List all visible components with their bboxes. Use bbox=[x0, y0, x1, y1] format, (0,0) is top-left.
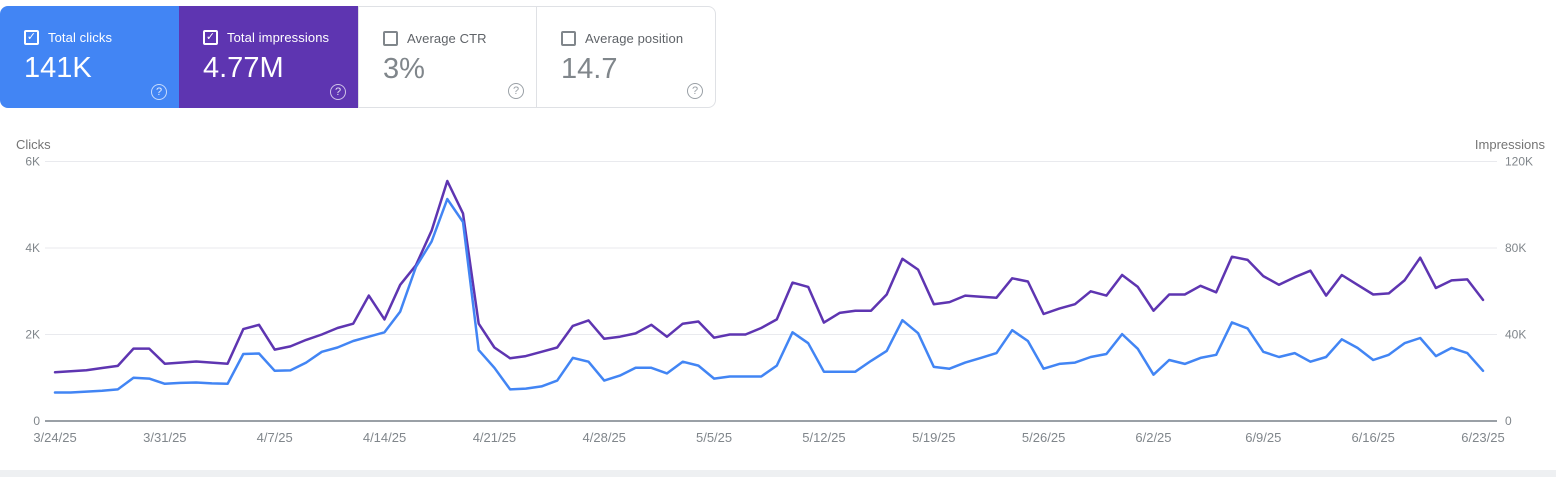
right-axis-tick: 120K bbox=[1505, 155, 1533, 169]
metric-card-total-impressions[interactable]: ✓ Total impressions 4.77M ? bbox=[179, 6, 358, 108]
bottom-divider bbox=[0, 470, 1556, 477]
metric-card-value: 14.7 bbox=[561, 53, 618, 85]
right-axis-tick: 40K bbox=[1505, 328, 1526, 342]
x-axis-label: 5/26/25 bbox=[1022, 430, 1065, 445]
x-axis-label: 3/31/25 bbox=[143, 430, 186, 445]
x-axis-label: 5/5/25 bbox=[696, 430, 732, 445]
x-axis-label: 5/12/25 bbox=[802, 430, 845, 445]
metric-card-header: Average CTR bbox=[383, 31, 536, 46]
checkmark-icon: ✓ bbox=[26, 31, 37, 43]
metric-card-label: Total impressions bbox=[227, 30, 330, 45]
x-axis-label: 6/9/25 bbox=[1245, 430, 1281, 445]
x-axis-label: 4/21/25 bbox=[473, 430, 516, 445]
help-icon[interactable]: ? bbox=[508, 83, 524, 99]
metric-card-average-ctr[interactable]: Average CTR 3% ? bbox=[358, 6, 537, 108]
metric-card-label: Average position bbox=[585, 31, 684, 46]
checkbox-total-impressions[interactable]: ✓ bbox=[203, 30, 218, 45]
x-axis-label: 5/19/25 bbox=[912, 430, 955, 445]
right-axis-title: Impressions bbox=[1474, 137, 1545, 152]
checkbox-total-clicks[interactable]: ✓ bbox=[24, 30, 39, 45]
performance-chart-canvas[interactable]: 0 0 2K 40K 4K 80K 6K 120K 3/24/25 3/31/25 4/7/25 4/… bbox=[0, 130, 1556, 470]
x-axis-label: 6/2/25 bbox=[1135, 430, 1171, 445]
metric-card-value: 141K bbox=[24, 52, 92, 84]
checkbox-average-ctr[interactable] bbox=[383, 31, 398, 46]
x-axis-label: 3/24/25 bbox=[33, 430, 76, 445]
checkbox-average-position[interactable] bbox=[561, 31, 576, 46]
clicks-line[interactable] bbox=[53, 197, 1485, 394]
right-axis-tick: 0 bbox=[1505, 414, 1512, 428]
metric-card-label: Total clicks bbox=[48, 30, 113, 45]
left-axis-tick: 4K bbox=[25, 241, 40, 255]
metric-card-label: Average CTR bbox=[407, 31, 487, 46]
x-axis-label: 4/7/25 bbox=[257, 430, 293, 445]
metric-card-average-position[interactable]: Average position 14.7 ? bbox=[537, 6, 716, 108]
impressions-line[interactable] bbox=[53, 179, 1485, 374]
metric-card-value: 4.77M bbox=[203, 52, 284, 84]
metric-card-total-clicks[interactable]: ✓ Total clicks 141K ? bbox=[0, 6, 179, 108]
x-axis-label: 4/14/25 bbox=[363, 430, 406, 445]
metric-card-header: Average position bbox=[561, 31, 715, 46]
left-axis-tick: 0 bbox=[33, 414, 40, 428]
x-axis-label: 4/28/25 bbox=[583, 430, 626, 445]
help-icon[interactable]: ? bbox=[151, 84, 167, 100]
left-axis-tick: 2K bbox=[25, 328, 40, 342]
left-axis-title: Clicks bbox=[16, 137, 51, 152]
help-icon[interactable]: ? bbox=[687, 83, 703, 99]
x-axis-label: 6/16/25 bbox=[1351, 430, 1394, 445]
metric-card-header: ✓ Total impressions bbox=[203, 30, 358, 45]
metric-card-value: 3% bbox=[383, 53, 425, 85]
right-axis-tick: 80K bbox=[1505, 241, 1526, 255]
checkmark-icon: ✓ bbox=[205, 31, 216, 43]
x-axis-label: 6/23/25 bbox=[1461, 430, 1504, 445]
help-icon[interactable]: ? bbox=[330, 84, 346, 100]
metric-cards: ✓ Total clicks 141K ? ✓ Total impression… bbox=[0, 6, 716, 108]
left-axis-tick: 6K bbox=[25, 155, 40, 169]
metric-card-header: ✓ Total clicks bbox=[24, 30, 179, 45]
